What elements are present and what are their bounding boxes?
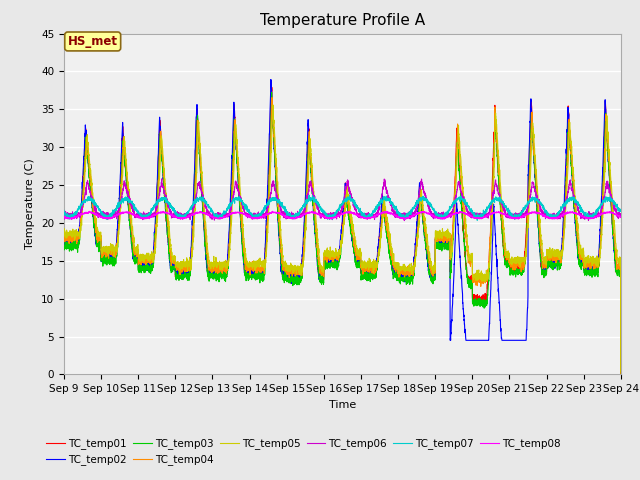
TC_temp06 xyxy=(407,211,415,216)
TC_temp08 xyxy=(617,214,625,220)
Text: HS_met: HS_met xyxy=(68,35,118,48)
TC_temp07 xyxy=(346,192,354,198)
TC_temp08 xyxy=(269,208,276,214)
Line: TC_temp03: TC_temp03 xyxy=(64,92,621,373)
TC_temp07 xyxy=(60,207,68,213)
TC_temp06 xyxy=(158,176,166,182)
TC_temp04 xyxy=(406,270,414,276)
TC_temp02 xyxy=(617,337,625,343)
TC_temp08 xyxy=(397,215,404,221)
TC_temp07 xyxy=(564,197,572,203)
TC_temp07 xyxy=(617,208,625,214)
TC_temp01 xyxy=(397,272,404,278)
TC_temp07 xyxy=(179,214,187,220)
TC_temp04 xyxy=(564,141,572,146)
Line: TC_temp04: TC_temp04 xyxy=(64,97,621,374)
TC_temp02 xyxy=(60,240,68,246)
TC_temp02 xyxy=(564,105,572,111)
TC_temp02 xyxy=(406,276,414,282)
TC_temp02 xyxy=(216,268,223,274)
Y-axis label: Temperature (C): Temperature (C) xyxy=(26,158,35,250)
TC_temp02 xyxy=(397,278,404,284)
TC_temp05 xyxy=(617,260,625,266)
TC_temp04 xyxy=(216,264,223,269)
TC_temp01 xyxy=(617,369,625,374)
TC_temp06 xyxy=(617,212,625,218)
TC_temp02 xyxy=(446,337,454,343)
TC_temp08 xyxy=(179,216,187,221)
TC_temp03 xyxy=(216,277,223,283)
Line: TC_temp07: TC_temp07 xyxy=(64,195,621,220)
TC_temp05 xyxy=(179,263,187,269)
TC_temp07 xyxy=(474,217,481,223)
TC_temp03 xyxy=(60,239,68,244)
TC_temp08 xyxy=(216,215,223,221)
TC_temp03 xyxy=(268,89,275,95)
TC_temp04 xyxy=(397,268,404,274)
TC_temp04 xyxy=(268,95,276,100)
TC_temp05 xyxy=(406,268,414,274)
TC_temp03 xyxy=(617,371,625,376)
TC_temp06 xyxy=(180,213,188,218)
TC_temp01 xyxy=(564,109,572,115)
TC_temp03 xyxy=(617,268,625,274)
TC_temp05 xyxy=(397,266,404,272)
Line: TC_temp06: TC_temp06 xyxy=(64,179,621,221)
Line: TC_temp01: TC_temp01 xyxy=(64,84,621,372)
Line: TC_temp02: TC_temp02 xyxy=(64,80,621,340)
TC_temp05 xyxy=(617,368,625,374)
TC_temp01 xyxy=(60,235,68,241)
TC_temp04 xyxy=(617,372,625,377)
TC_temp02 xyxy=(267,77,275,83)
TC_temp01 xyxy=(268,81,275,87)
TC_temp04 xyxy=(179,265,187,271)
TC_temp06 xyxy=(60,213,68,219)
TC_temp07 xyxy=(216,212,223,218)
TC_temp01 xyxy=(617,265,625,271)
TC_temp02 xyxy=(617,264,625,270)
TC_temp01 xyxy=(406,273,414,279)
Line: TC_temp08: TC_temp08 xyxy=(64,211,621,220)
TC_temp05 xyxy=(216,258,223,264)
TC_temp01 xyxy=(179,268,187,274)
TC_temp06 xyxy=(397,212,404,218)
TC_temp08 xyxy=(407,214,415,219)
Line: TC_temp05: TC_temp05 xyxy=(64,105,621,371)
TC_temp08 xyxy=(564,210,572,216)
TC_temp06 xyxy=(401,218,408,224)
TC_temp03 xyxy=(179,272,187,277)
Legend: TC_temp01, TC_temp02, TC_temp03, TC_temp04, TC_temp05, TC_temp06, TC_temp07, TC_: TC_temp01, TC_temp02, TC_temp03, TC_temp… xyxy=(42,434,564,469)
TC_temp06 xyxy=(216,210,223,216)
TC_temp03 xyxy=(397,276,404,282)
TC_temp04 xyxy=(617,267,625,273)
TC_temp04 xyxy=(60,235,68,241)
TC_temp02 xyxy=(179,272,187,277)
TC_temp08 xyxy=(617,215,625,220)
TC_temp07 xyxy=(397,213,404,219)
TC_temp03 xyxy=(406,279,414,285)
TC_temp05 xyxy=(269,102,277,108)
TC_temp08 xyxy=(401,217,408,223)
Title: Temperature Profile A: Temperature Profile A xyxy=(260,13,425,28)
TC_temp07 xyxy=(617,209,625,215)
X-axis label: Time: Time xyxy=(329,400,356,409)
TC_temp01 xyxy=(216,271,223,277)
TC_temp06 xyxy=(564,188,572,194)
TC_temp03 xyxy=(564,130,572,135)
TC_temp07 xyxy=(406,208,414,214)
TC_temp06 xyxy=(617,211,625,216)
TC_temp08 xyxy=(60,214,68,220)
TC_temp05 xyxy=(564,161,572,167)
TC_temp05 xyxy=(60,230,68,236)
